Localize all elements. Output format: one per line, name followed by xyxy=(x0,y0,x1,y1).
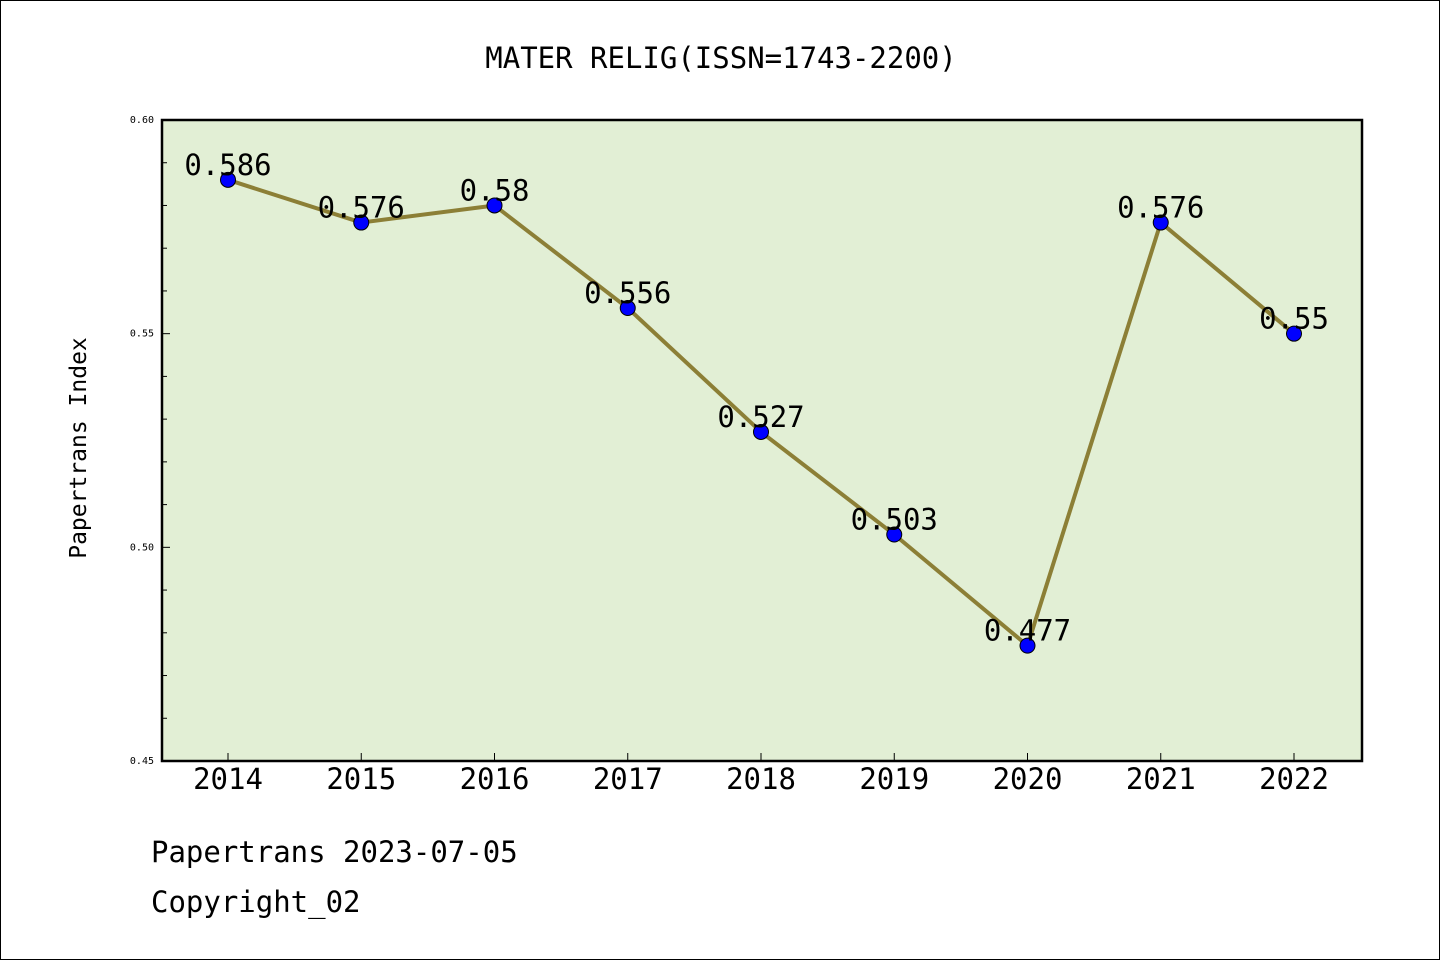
y-axis: 0.45 0.50 0.55 0.60 xyxy=(130,115,170,767)
data-label: 0.503 xyxy=(851,503,938,537)
y-tick-label: 0.45 xyxy=(130,756,154,767)
data-label: 0.477 xyxy=(984,614,1071,648)
data-point xyxy=(1019,637,1036,654)
data-point xyxy=(486,197,503,214)
y-tick-label: 0.60 xyxy=(130,115,154,126)
x-tick-label: 2018 xyxy=(726,762,796,796)
data-label: 0.58 xyxy=(460,173,530,207)
data-point xyxy=(353,214,370,231)
data-labels: 0.586 0.576 0.58 0.556 0.527 0.503 0.477 0.576 0… xyxy=(184,148,1329,648)
x-tick-label: 2017 xyxy=(593,762,663,796)
x-tick-label: 2022 xyxy=(1259,762,1329,796)
y-tick-label: 0.50 xyxy=(130,542,154,553)
footer-date-line: Papertrans 2023-07-05 xyxy=(151,835,518,869)
data-point xyxy=(1152,214,1169,231)
x-tick-label: 2021 xyxy=(1126,762,1196,796)
data-label: 0.556 xyxy=(584,276,671,310)
data-label: 0.576 xyxy=(318,191,405,225)
data-label: 0.576 xyxy=(1117,191,1204,225)
data-point xyxy=(1286,325,1302,342)
data-point xyxy=(619,300,636,317)
data-label: 0.586 xyxy=(184,148,271,182)
chart-title: MATER RELIG(ISSN=1743-2200) xyxy=(485,41,956,75)
data-point xyxy=(220,171,236,188)
data-point xyxy=(886,526,903,543)
y-tick-label: 0.55 xyxy=(130,329,154,340)
data-label: 0.527 xyxy=(717,400,804,434)
x-tick-label: 2020 xyxy=(993,762,1063,796)
x-tick-label: 2015 xyxy=(326,762,396,796)
series-papertrans-index xyxy=(220,171,1302,654)
x-axis: 2014 2015 2016 2017 2018 2019 2020 2021 2022 xyxy=(193,753,1329,796)
x-tick-label: 2016 xyxy=(460,762,530,796)
x-tick-label: 2019 xyxy=(859,762,929,796)
footer-copyright: Copyright_02 xyxy=(151,885,361,919)
data-point xyxy=(753,423,769,440)
y-axis-label: Papertrans Index xyxy=(66,337,92,559)
x-tick-label: 2014 xyxy=(193,762,263,796)
data-label: 0.55 xyxy=(1259,302,1329,336)
